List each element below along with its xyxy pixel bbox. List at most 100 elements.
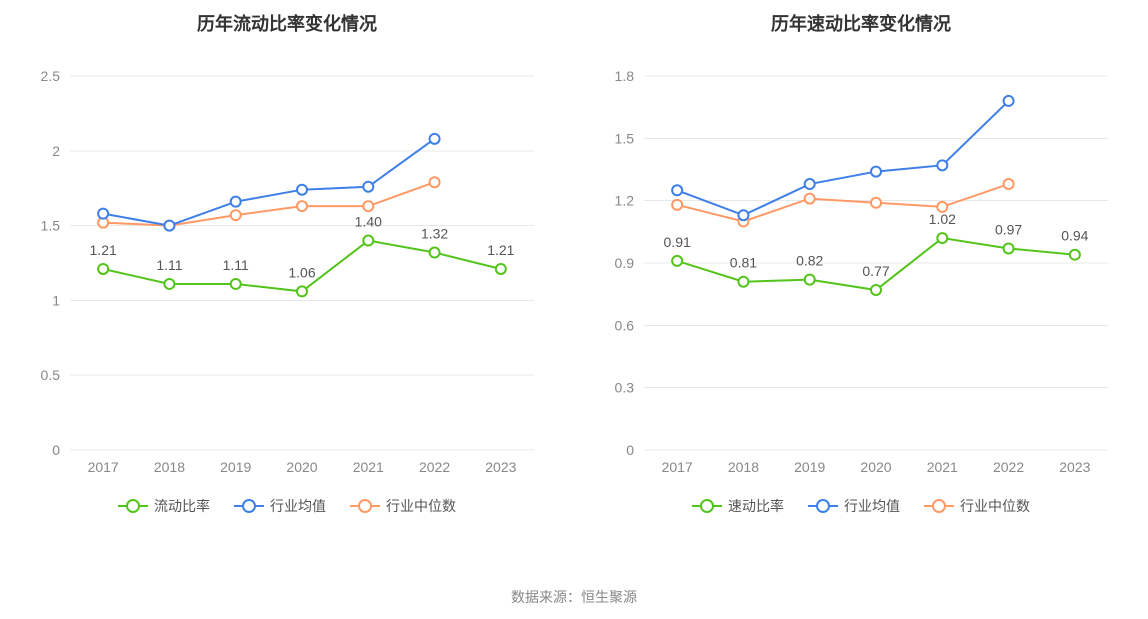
series-marker [937,233,947,243]
series-marker [430,134,440,144]
legend-label: 行业均值 [844,496,900,516]
series-marker [805,194,815,204]
value-label: 0.77 [862,263,889,279]
svg-text:1.5: 1.5 [41,218,61,234]
legend-item[interactable]: 速动比率 [692,496,784,516]
legend-item[interactable]: 行业均值 [234,496,326,516]
chart-legend: 速动比率 行业均值 行业中位数 [594,486,1128,526]
series-marker [871,285,881,295]
chart-panel-quick_ratio: 历年速动比率变化情况00.30.60.91.21.51.820172018201… [574,0,1148,560]
svg-text:2021: 2021 [927,459,958,475]
value-label: 0.97 [995,221,1022,237]
value-label: 1.11 [223,257,249,273]
series-marker [738,210,748,220]
svg-text:2019: 2019 [220,459,251,475]
legend-label: 行业中位数 [386,496,456,516]
chart-title: 历年流动比率变化情况 [20,10,554,36]
series-marker [871,167,881,177]
svg-text:1: 1 [52,292,60,308]
series-marker [363,201,373,211]
svg-text:1.5: 1.5 [615,130,635,146]
legend-item[interactable]: 行业均值 [808,496,900,516]
series-line [103,139,434,226]
series-marker [672,200,682,210]
series-line [103,182,434,225]
series-marker [871,198,881,208]
svg-text:2018: 2018 [728,459,759,475]
series-marker [805,179,815,189]
series-marker [430,248,440,258]
value-label: 1.21 [90,242,117,258]
svg-text:2023: 2023 [1059,459,1090,475]
series-marker [363,182,373,192]
data-source-footer: 数据来源：恒生聚源 [0,587,1148,607]
value-label: 0.94 [1061,228,1088,244]
chart-title: 历年速动比率变化情况 [594,10,1128,36]
value-label: 0.81 [730,255,757,271]
legend-item[interactable]: 行业中位数 [924,496,1030,516]
svg-text:2021: 2021 [353,459,384,475]
series-marker [937,160,947,170]
value-label: 1.21 [487,242,514,258]
svg-text:2023: 2023 [485,459,516,475]
series-marker [672,185,682,195]
series-marker [164,221,174,231]
chart-plot: 0 0.5 1 1.5 2 2.5 2017 2018 2019 2020 2021 2022 2023… [20,46,554,486]
svg-text:0.6: 0.6 [615,317,635,333]
series-marker [98,264,108,274]
series-marker [672,256,682,266]
value-label: 1.40 [355,214,382,230]
series-marker [297,286,307,296]
value-label: 0.91 [664,234,691,250]
svg-text:2017: 2017 [88,459,119,475]
charts-row: 历年流动比率变化情况 0 0.5 1 1.5 2 2.5 2017 2018 2019 2020 20… [0,0,1148,560]
series-marker [231,197,241,207]
svg-text:2020: 2020 [286,459,317,475]
value-label: 0.82 [796,253,823,269]
series-marker [805,275,815,285]
svg-text:0.5: 0.5 [41,367,61,383]
series-line [677,184,1008,221]
svg-text:2019: 2019 [794,459,825,475]
legend-swatch-icon [692,499,722,513]
legend-label: 速动比率 [728,496,784,516]
series-marker [1070,250,1080,260]
series-marker [98,209,108,219]
chart-plot: 00.30.60.91.21.51.8201720182019202020212… [594,46,1128,486]
svg-text:2022: 2022 [419,459,450,475]
svg-text:2018: 2018 [154,459,185,475]
svg-text:2022: 2022 [993,459,1024,475]
legend-swatch-icon [234,499,264,513]
series-marker [430,177,440,187]
legend-item[interactable]: 行业中位数 [350,496,456,516]
legend-swatch-icon [350,499,380,513]
svg-text:0.3: 0.3 [615,380,635,396]
value-label: 1.32 [421,226,448,242]
series-marker [1004,243,1014,253]
series-marker [297,201,307,211]
series-marker [231,210,241,220]
legend-swatch-icon [808,499,838,513]
svg-text:2020: 2020 [860,459,891,475]
svg-text:2.5: 2.5 [41,68,61,84]
series-marker [1004,179,1014,189]
value-label: 1.06 [288,264,315,280]
legend-label: 行业均值 [270,496,326,516]
chart-panel-current_ratio: 历年流动比率变化情况 0 0.5 1 1.5 2 2.5 2017 2018 2019 2020 20… [0,0,574,560]
series-line [677,101,1008,215]
series-marker [164,279,174,289]
series-marker [297,185,307,195]
svg-text:0: 0 [52,442,60,458]
series-marker [231,279,241,289]
legend-label: 流动比率 [154,496,210,516]
legend-swatch-icon [924,499,954,513]
series-marker [363,236,373,246]
series-marker [738,277,748,287]
value-label: 1.11 [156,257,182,273]
svg-text:0: 0 [626,442,634,458]
svg-text:2: 2 [52,143,60,159]
legend-item[interactable]: 流动比率 [118,496,210,516]
svg-text:0.9: 0.9 [615,255,635,271]
series-marker [496,264,506,274]
legend-swatch-icon [118,499,148,513]
